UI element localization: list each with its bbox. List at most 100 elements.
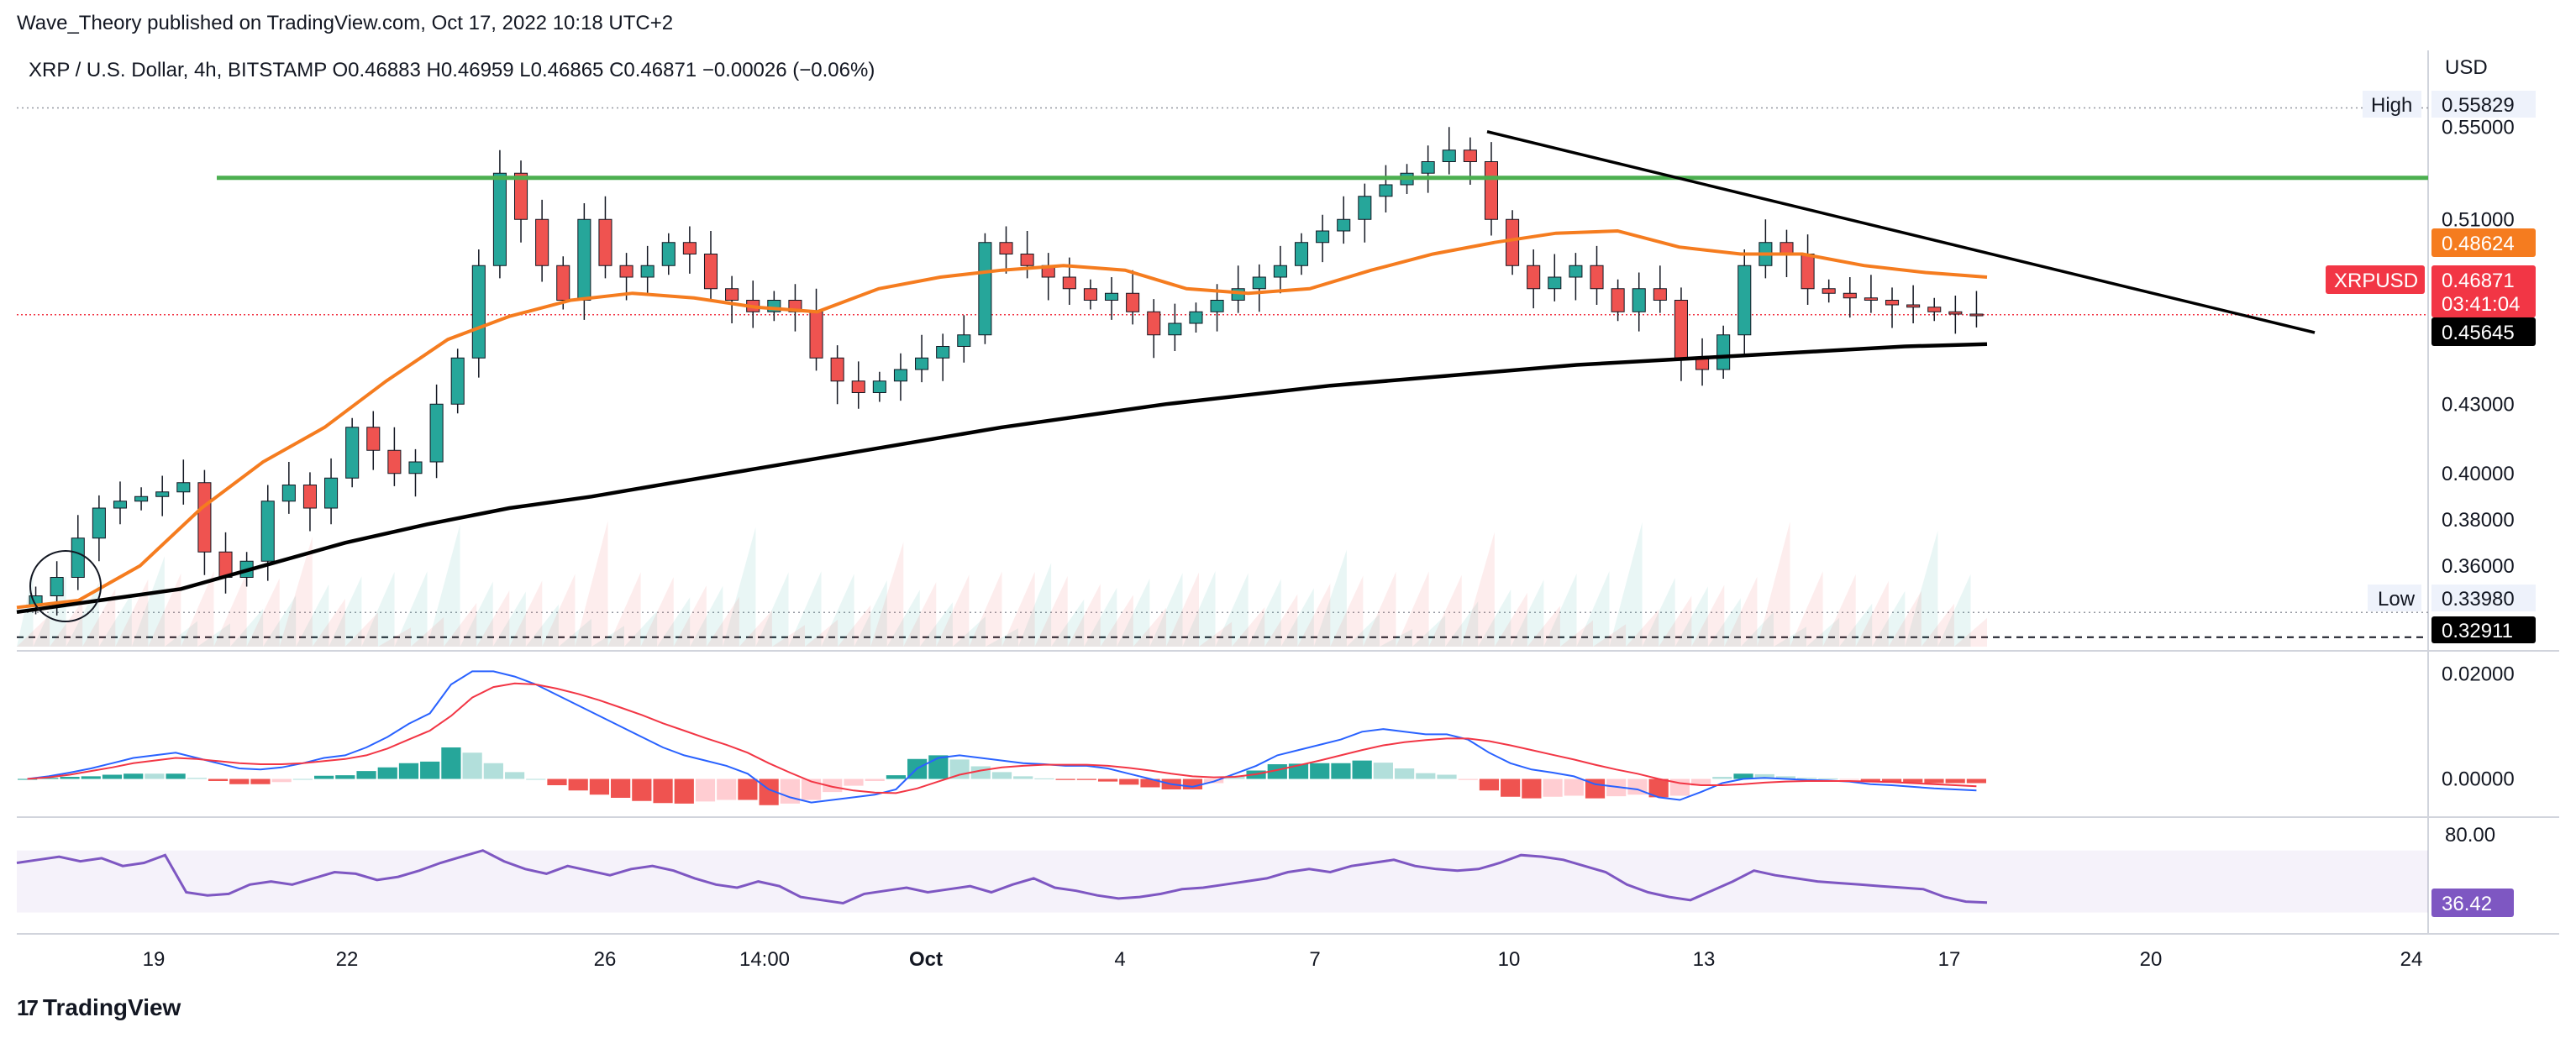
macd-histogram-bar	[1034, 778, 1054, 779]
macd-histogram-bar	[1754, 773, 1774, 779]
ema-long-line	[16, 342, 1988, 615]
macd-histogram-bar	[1945, 778, 1965, 784]
ema-long-value: 0.45645	[2442, 322, 2515, 344]
candle-up	[1273, 265, 1287, 278]
macd-histogram-bar	[1394, 768, 1415, 779]
macd-histogram-bar	[611, 778, 631, 798]
macd-histogram-bar	[949, 759, 970, 779]
candle-up	[1337, 218, 1351, 232]
high-value-box	[2431, 91, 2536, 118]
time-tick-label: 20	[2140, 948, 2163, 971]
candle-up	[450, 357, 465, 405]
dashed-level-box	[2431, 616, 2536, 643]
macd-histogram-bar	[1648, 778, 1669, 798]
candle-up	[281, 485, 296, 502]
candle-up	[1442, 149, 1456, 162]
candle-down	[1020, 254, 1034, 266]
last-price-box	[2431, 265, 2536, 317]
time-tick-label: 10	[1498, 948, 1521, 971]
candle-down	[1906, 304, 1921, 308]
rsi-band	[17, 850, 2428, 913]
candle-down	[556, 265, 570, 301]
candle-up	[661, 242, 676, 266]
macd-histogram-bar	[483, 763, 503, 779]
macd-histogram-bar	[1479, 778, 1500, 791]
macd-histogram-bar	[801, 778, 822, 800]
candle-down	[1147, 311, 1161, 336]
macd-histogram-bar	[1352, 760, 1372, 779]
macd-histogram-bar	[653, 778, 673, 804]
descending-trendline	[1486, 130, 2316, 334]
tradingview-brand[interactable]: 17 TradingView	[17, 994, 181, 1021]
candle-down	[366, 427, 381, 451]
macd-histogram-bar	[865, 778, 885, 781]
tradingview-logo-icon: 17	[17, 994, 39, 1020]
macd-histogram-bar	[526, 778, 546, 780]
macd-histogram-bar	[356, 771, 376, 779]
candle-up	[893, 369, 907, 382]
candle-up	[1358, 196, 1372, 220]
macd-histogram-bar	[81, 776, 101, 779]
rsi-value: 36.42	[2442, 893, 2492, 915]
macd-histogram-bar	[547, 778, 567, 785]
price-tick-label: 0.40000	[2442, 463, 2515, 485]
candle-down	[1948, 311, 1963, 315]
macd-histogram-bar	[398, 763, 419, 779]
macd-histogram-bar	[780, 778, 800, 804]
macd-histogram-bar	[1119, 778, 1139, 785]
candle-down	[1527, 265, 1541, 290]
macd-histogram-bar	[441, 747, 461, 779]
ema-short-line	[16, 228, 1988, 610]
candle-down	[1506, 218, 1520, 266]
bar-countdown: 03:41:04	[2442, 293, 2520, 316]
macd-histogram-bar	[1690, 778, 1711, 786]
macd-histogram-bar	[844, 778, 864, 786]
candle-down	[1674, 300, 1688, 359]
candle-down	[1611, 288, 1625, 312]
macd-histogram-bar	[18, 778, 38, 780]
candle-down	[1927, 307, 1942, 312]
candle-up	[345, 427, 360, 479]
ema-long-value-box	[2431, 317, 2536, 346]
candle-up	[1421, 161, 1435, 174]
candle-down	[851, 380, 865, 393]
macd-histogram-bar	[738, 778, 758, 800]
macd-histogram-bar	[991, 772, 1012, 779]
last-price-value: 0.46871	[2442, 270, 2515, 292]
macd-line	[27, 670, 1977, 804]
macd-histogram-bar	[292, 778, 313, 780]
candle-up	[936, 346, 950, 359]
candle-down	[1885, 300, 1900, 306]
candle-down	[1969, 313, 1984, 317]
candle-up	[1252, 276, 1266, 290]
macd-histogram-bar	[1585, 778, 1606, 799]
start-circle-annotation	[29, 550, 102, 622]
last-price-symbol: XRPUSD	[2334, 270, 2418, 292]
candle-down	[513, 172, 528, 220]
macd-histogram-bar	[504, 772, 525, 779]
candle-up	[50, 577, 64, 596]
candle-down	[1484, 161, 1499, 220]
macd-histogram-bar	[166, 773, 186, 779]
last-price-symbol-box	[2326, 265, 2425, 294]
candle-down	[1801, 254, 1815, 290]
candle-down	[598, 218, 612, 266]
candle-down	[197, 482, 212, 553]
time-tick-label: 22	[336, 948, 359, 971]
candle-up	[872, 380, 886, 393]
candle-up	[113, 501, 128, 509]
macd-histogram-bar	[1860, 778, 1880, 782]
macd-histogram-bar	[1564, 778, 1584, 796]
time-tick-label: 14:00	[739, 948, 790, 971]
candle-down	[1062, 276, 1076, 290]
candle-down	[1126, 292, 1140, 312]
price-tick-label: 0.36000	[2442, 555, 2515, 578]
macd-histogram-bar	[335, 775, 355, 779]
macd-histogram-bar	[1903, 778, 1923, 783]
rsi-pane	[16, 849, 2428, 913]
candle-up	[408, 461, 423, 474]
candle-up	[471, 265, 486, 359]
macd-histogram-bar	[1097, 778, 1118, 782]
candle-up	[1632, 288, 1646, 312]
